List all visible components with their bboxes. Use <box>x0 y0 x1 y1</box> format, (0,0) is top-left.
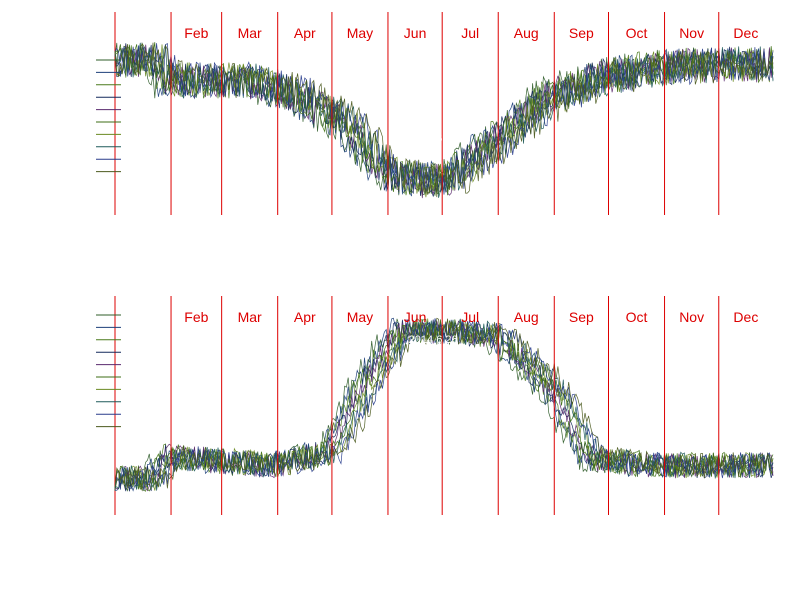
month-label: Mar <box>238 25 262 41</box>
month-label: Jun <box>404 25 427 41</box>
month-label: Aug <box>514 25 539 41</box>
month-label: Jul <box>461 309 479 325</box>
month-label: Jun <box>404 309 427 325</box>
month-label: Feb <box>184 309 208 325</box>
series-line <box>114 317 774 492</box>
month-label: Dec <box>733 25 758 41</box>
month-label: Apr <box>294 309 316 325</box>
series-line <box>114 44 774 198</box>
month-label: Dec <box>733 309 758 325</box>
month-label: Sep <box>569 309 594 325</box>
chart-panel-top: Feb Mar Apr May Jun Jul Aug Sep Oct Nov Dec 2014 6 … <box>96 12 774 215</box>
month-label: May <box>347 25 373 41</box>
month-label: May <box>347 309 373 325</box>
month-label: Mar <box>238 309 262 325</box>
month-label: Oct <box>626 25 648 41</box>
date-annotation: 2014 6 26 <box>409 334 458 346</box>
date-annotation: 2014 6 26 <box>409 133 458 145</box>
month-label: Feb <box>184 25 208 41</box>
month-label: Sep <box>569 25 594 41</box>
series-line <box>114 42 774 198</box>
month-label: Apr <box>294 25 316 41</box>
month-label: Nov <box>679 309 704 325</box>
series-line <box>114 318 774 491</box>
month-label: Nov <box>679 25 704 41</box>
series-line <box>114 43 774 195</box>
month-label: Aug <box>514 309 539 325</box>
chart-panel-bottom: Feb Mar Apr May Jun Jul Aug Sep Oct Nov Dec 2014 6 … <box>96 296 774 515</box>
series-line <box>114 318 774 491</box>
series-line <box>114 42 774 198</box>
month-label: Jul <box>461 25 479 41</box>
month-label: Oct <box>626 309 648 325</box>
